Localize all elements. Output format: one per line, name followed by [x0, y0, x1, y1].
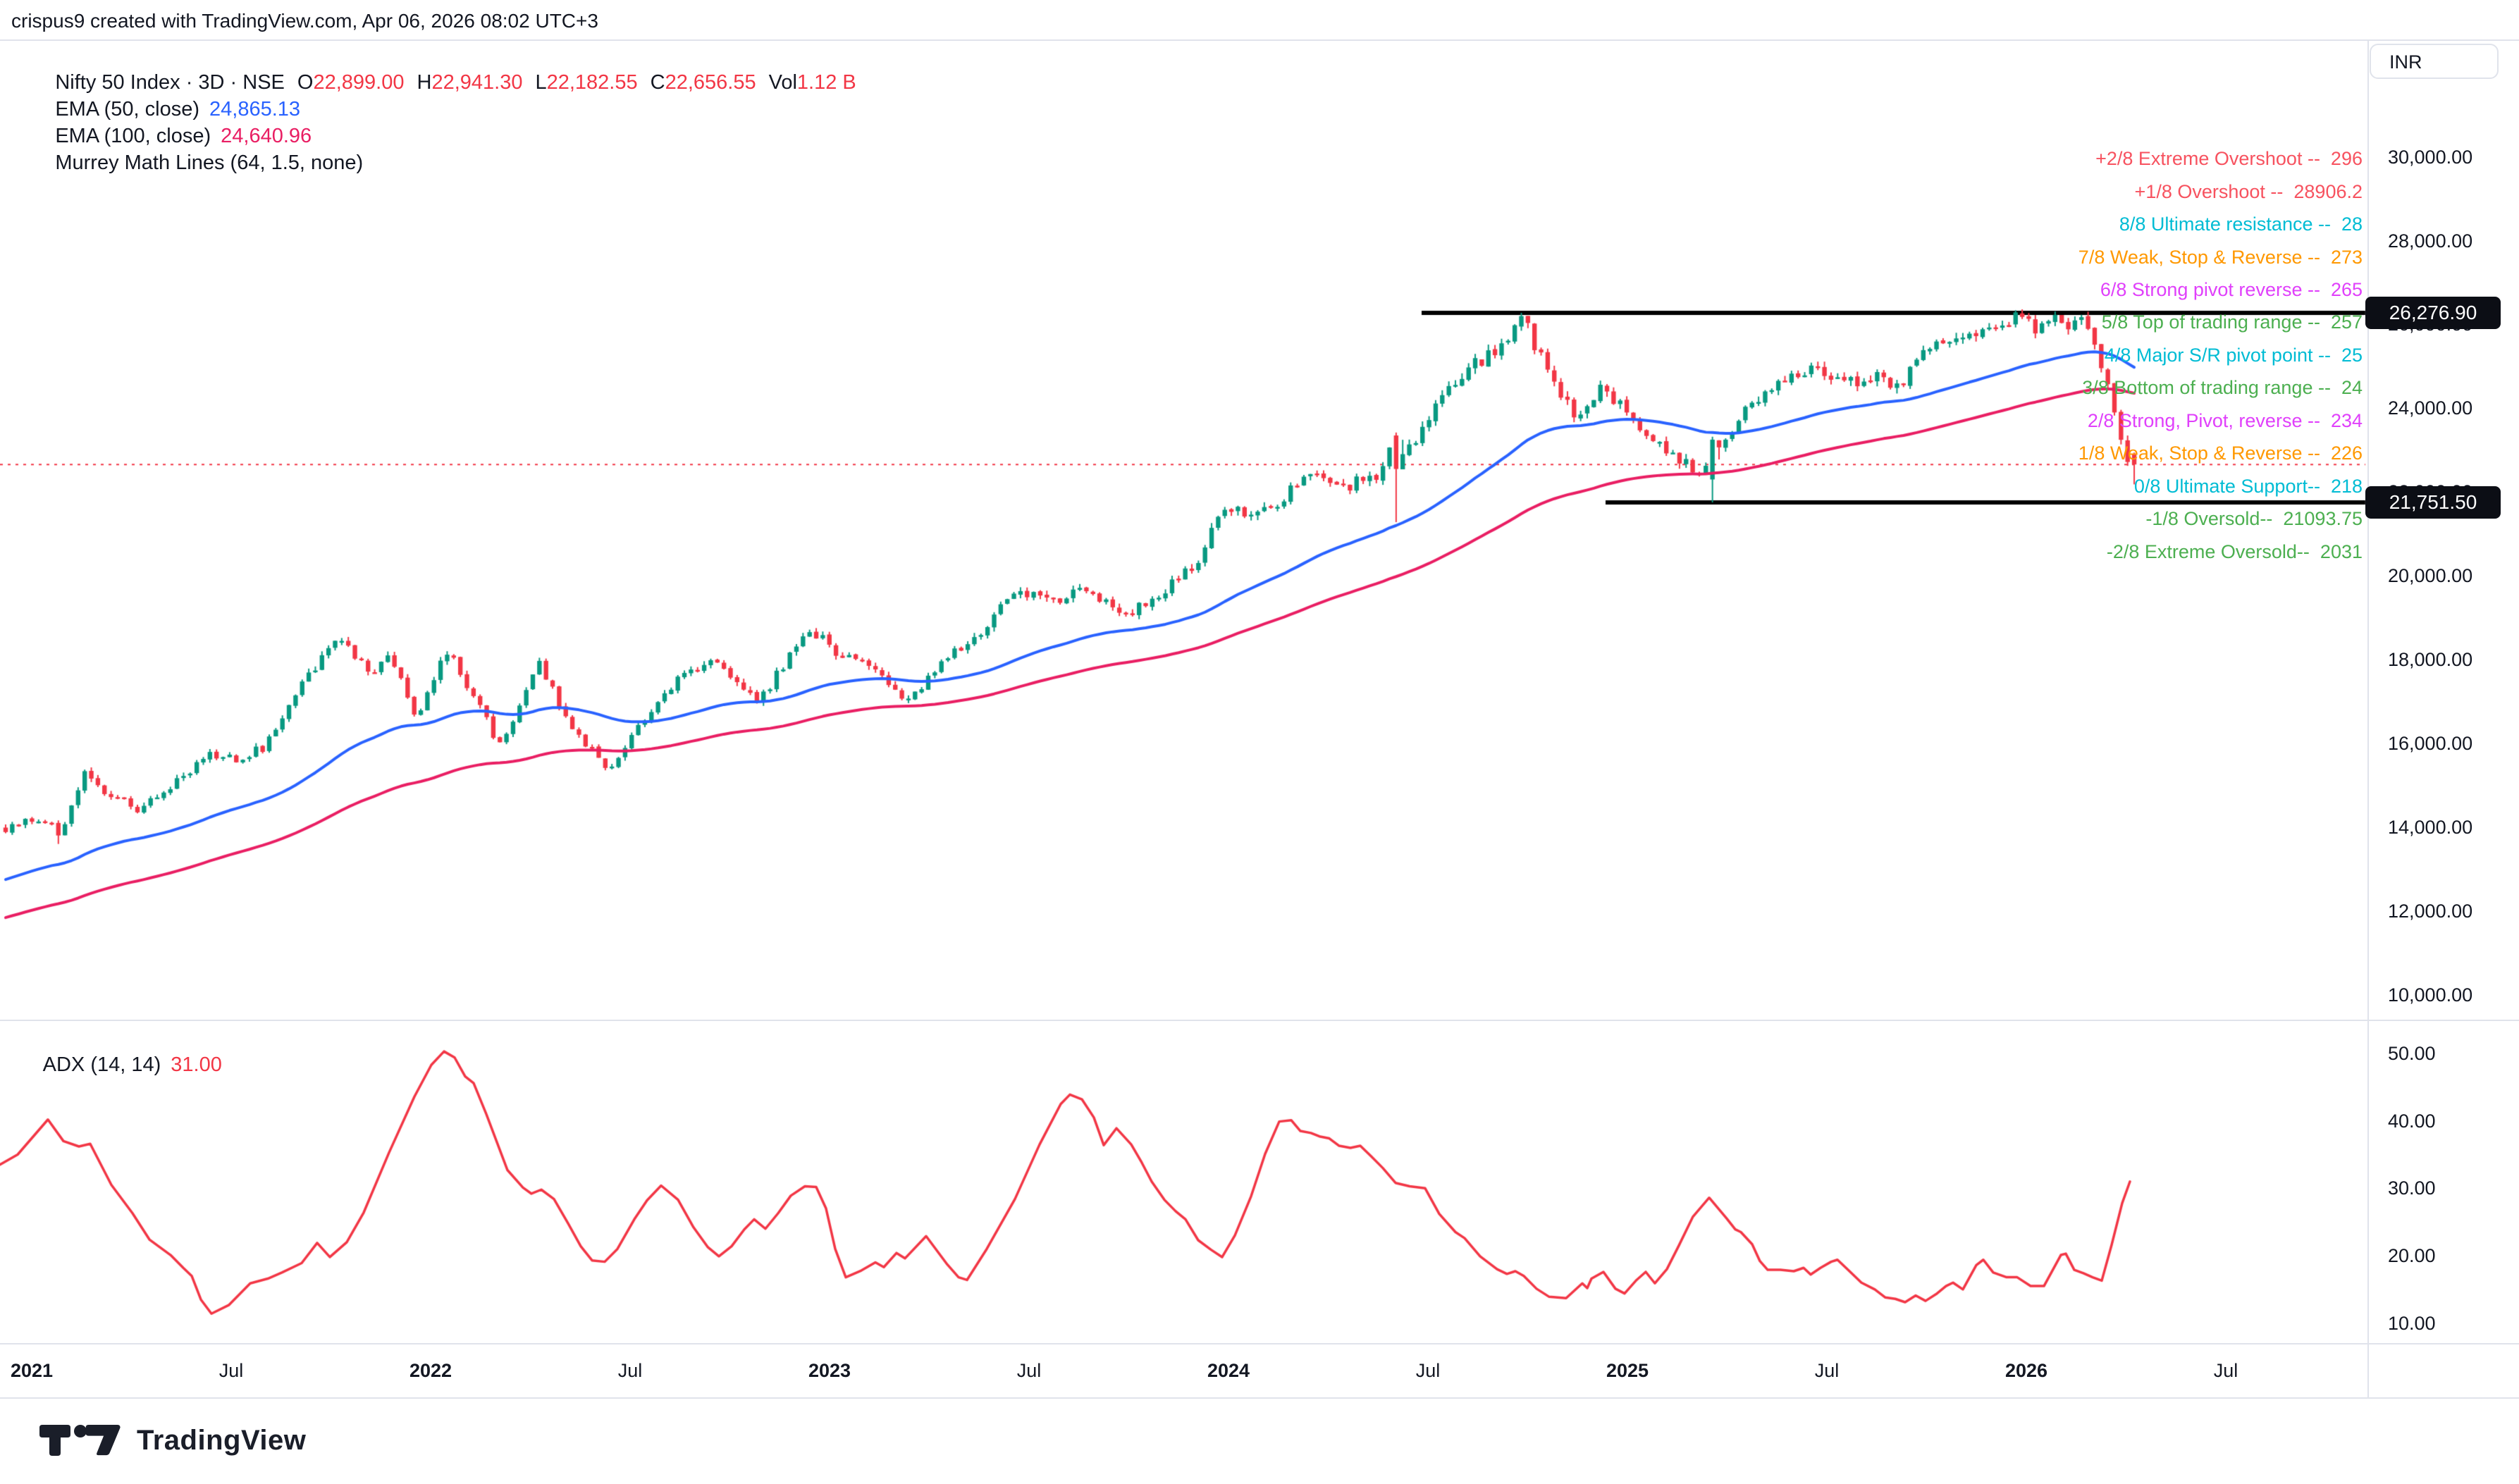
price-axis-label: 14,000.00	[2388, 816, 2473, 838]
time-axis-label: 2023	[808, 1360, 851, 1381]
murrey-level-label: +1/8 Overshoot -- 28906.2	[2134, 180, 2363, 202]
murrey-level-label: 2/8 Strong, Pivot, reverse -- 234	[2087, 409, 2363, 431]
time-axis-label: 2021	[10, 1360, 54, 1381]
time-axis-label: Jul	[218, 1360, 244, 1381]
price-axis-label: 12,000.00	[2388, 900, 2473, 922]
time-axis-top-separator	[0, 1343, 2519, 1344]
murrey-level-label: -2/8 Extreme Oversold-- 2031	[2106, 540, 2363, 562]
ohlc-item: Vol1.12 B	[768, 71, 856, 94]
time-axis-label: Jul	[1016, 1360, 1042, 1381]
ema100-value: 24,640.96	[221, 125, 312, 147]
adx-legend: ADX (14, 14) 31.00	[21, 1030, 222, 1100]
ohlc-item: H22,941.30	[417, 71, 523, 94]
price-axis-label: 18,000.00	[2388, 648, 2473, 670]
attribution-text: crispus9 created with TradingView.com, A…	[11, 10, 598, 32]
murrey-level-label: 0/8 Ultimate Support-- 218	[2133, 475, 2363, 497]
time-axis-label: Jul	[1814, 1360, 1840, 1381]
murrey-row: Murrey Math Lines (64, 1.5, none)	[21, 127, 856, 174]
murrey-level-label: 4/8 Major S/R pivot point -- 25	[2104, 344, 2363, 366]
price-axis-label: 10,000.00	[2388, 984, 2473, 1006]
time-axis-label: 2024	[1207, 1360, 1250, 1381]
ema50-label[interactable]: EMA (50, close)	[55, 98, 200, 120]
tradingview-logo-icon	[39, 1424, 121, 1456]
price-axis-label: 30,000.00	[2388, 146, 2473, 168]
murrey-level-label: 3/8 Bottom of trading range -- 24	[2082, 377, 2363, 399]
price-axis-label: 20,000.00	[2388, 565, 2473, 587]
price-axis-label: 28,000.00	[2388, 230, 2473, 252]
price-axis-separator[interactable]	[2367, 39, 2369, 1397]
price-axis-label: 24,000.00	[2388, 397, 2473, 419]
ema50-row: EMA (50, close) 24,865.13	[21, 73, 856, 120]
ema50-value: 24,865.13	[209, 98, 301, 120]
currency-button[interactable]: INR	[2370, 44, 2499, 79]
ohlc-values: O22,899.00 H22,941.30 L22,182.55 C22,656.55…	[285, 71, 856, 94]
murrey-level-label: 8/8 Ultimate resistance -- 28	[2119, 214, 2363, 235]
ohlc-item: L22,182.55	[535, 71, 638, 94]
time-axis-label: 2026	[2004, 1360, 2048, 1381]
ohlc-item: C22,656.55	[650, 71, 756, 94]
murrey-level-label: 5/8 Top of trading range -- 257	[2101, 311, 2363, 333]
tradingview-logo-text: TradingView	[137, 1424, 307, 1456]
symbol-row: Nifty 50 Index · 3D · NSE O22,899.00 H22,9…	[21, 47, 856, 94]
ohlc-item: O22,899.00	[297, 71, 405, 94]
chart-legend: Nifty 50 Index · 3D · NSE O22,899.00 H22,9…	[21, 47, 856, 174]
murrey-indicator-label[interactable]: Murrey Math Lines (64, 1.5, none)	[55, 152, 364, 174]
time-axis-label: 2022	[409, 1360, 452, 1381]
adx-axis-label: 30.00	[2388, 1177, 2436, 1199]
time-axis-label: 2025	[1606, 1360, 1649, 1381]
murrey-level-label: +2/8 Extreme Overshoot -- 296	[2095, 148, 2363, 170]
ema100-row: EMA (100, close) 24,640.96	[21, 100, 856, 147]
pane-separator[interactable]	[0, 1020, 2519, 1021]
header-separator	[0, 39, 2519, 41]
price-tag: 21,751.50	[2365, 486, 2501, 519]
ema100-label[interactable]: EMA (100, close)	[55, 125, 211, 147]
symbol-title[interactable]: Nifty 50 Index · 3D · NSE	[55, 71, 285, 94]
tradingview-logo[interactable]: TradingView	[38, 1423, 306, 1457]
time-axis-bottom-separator	[0, 1397, 2519, 1399]
murrey-level-label: 1/8 Weak, Stop & Reverse -- 226	[2078, 443, 2363, 464]
time-axis-label: Jul	[617, 1360, 643, 1381]
price-axis-label: 16,000.00	[2388, 732, 2473, 754]
murrey-level-label: -1/8 Oversold-- 21093.75	[2145, 508, 2363, 530]
adx-label[interactable]: ADX (14, 14)	[42, 1053, 161, 1076]
time-axis-label: Jul	[1415, 1360, 1441, 1381]
adx-axis-label: 10.00	[2388, 1312, 2436, 1334]
adx-value: 31.00	[171, 1053, 222, 1076]
price-tag: 26,276.90	[2365, 297, 2501, 329]
adx-axis-label: 20.00	[2388, 1245, 2436, 1266]
murrey-level-label: 6/8 Strong pivot reverse -- 265	[2100, 279, 2363, 301]
murrey-level-label: 7/8 Weak, Stop & Reverse -- 273	[2078, 246, 2363, 268]
time-axis-label: Jul	[2213, 1360, 2238, 1381]
adx-axis-label: 50.00	[2388, 1043, 2436, 1064]
adx-axis-label: 40.00	[2388, 1110, 2436, 1132]
